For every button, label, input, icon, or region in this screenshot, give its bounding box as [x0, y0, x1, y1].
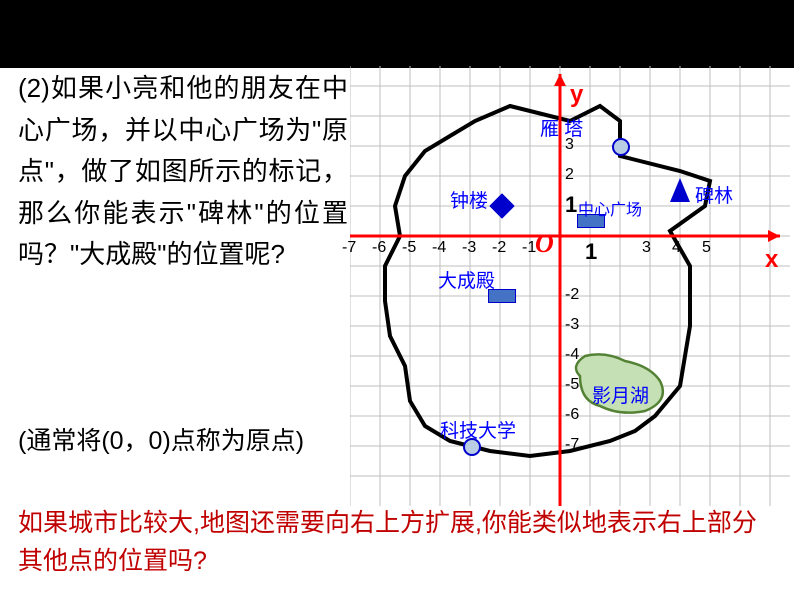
tick-y--7: -7: [565, 436, 579, 454]
tick-y--6: -6: [565, 406, 579, 424]
beilin-label: 碑林: [695, 181, 733, 208]
tick-x--1: -1: [522, 239, 536, 257]
tick-x--7: -7: [342, 239, 356, 257]
tick-x-1: 1: [585, 239, 597, 265]
zhongxin-label: 中心广场: [578, 196, 642, 220]
tick-x-4: 4: [672, 239, 681, 257]
top-black-bar: [0, 0, 794, 68]
yanta-label: 雁 塔: [540, 114, 583, 141]
origin-label: O: [535, 229, 554, 259]
tick-y-1: 1: [565, 192, 577, 218]
x-axis-label: x: [765, 246, 778, 274]
tick-x-5: 5: [702, 239, 711, 257]
tick-y-2: 2: [565, 166, 574, 184]
kejidaxue-label: 科技大学: [440, 416, 516, 443]
tick-y--4: -4: [565, 346, 579, 364]
dacheng-label: 大成殿: [438, 266, 495, 293]
tick-x-3: 3: [642, 239, 651, 257]
tick-x--4: -4: [432, 239, 446, 257]
tick-x--2: -2: [492, 239, 506, 257]
tick-x--6: -6: [372, 239, 386, 257]
beilin-marker: [670, 178, 690, 202]
tick-x--3: -3: [462, 239, 476, 257]
tick-y--3: -3: [565, 316, 579, 334]
coordinate-chart: y x O -7-6-5-4-3-2-11345123-2-3-4-5-6-7 …: [350, 66, 790, 506]
tick-x--5: -5: [402, 239, 416, 257]
question-text: (2)如果小亮和他的朋友在中心广场，并以中心广场为"原点"，做了如图所示的标记，…: [18, 68, 348, 276]
followup-question: 如果城市比较大,地图还需要向右上方扩展,你能类似地表示右上部分其他点的位置吗?: [18, 505, 778, 580]
tick-y--5: -5: [565, 376, 579, 394]
origin-note-text: (通常将(0，0)点称为原点): [18, 423, 348, 461]
yingyue-label: 影月湖: [592, 381, 649, 408]
yanta-marker: [612, 138, 630, 156]
tick-y--2: -2: [565, 286, 579, 304]
main-content: (2)如果小亮和他的朋友在中心广场，并以中心广场为"原点"，做了如图所示的标记，…: [0, 68, 794, 596]
zhonglou-label: 钟楼: [450, 186, 488, 213]
y-axis-label: y: [570, 81, 583, 109]
